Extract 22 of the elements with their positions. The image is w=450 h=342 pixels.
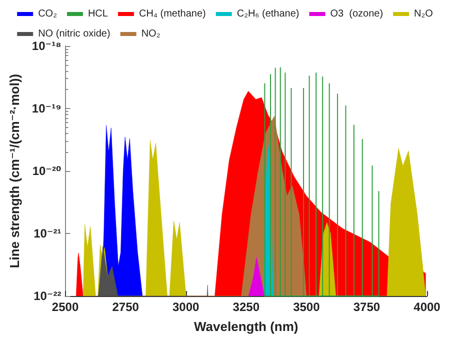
legend-label: O3 (ozone) (330, 8, 384, 20)
y-tick-label: 10⁻¹⁸ (32, 39, 62, 53)
legend-label: N₂O (414, 8, 434, 20)
legend-label: NO₂ (141, 28, 160, 40)
x-tick-label: 3250 (232, 300, 260, 314)
y-axis-title: Line strength (cm⁻¹/(cm⁻²·mol)) (7, 74, 22, 268)
legend-label: NO (nitric oxide) (38, 28, 110, 40)
x-tick-label: 2750 (112, 300, 140, 314)
legend-label: CO₂ (38, 8, 58, 20)
y-tick-label: 10⁻²¹ (34, 226, 62, 240)
y-tick-label: 10⁻¹⁹ (32, 102, 62, 116)
x-axis-title: Wavelength (nm) (194, 319, 298, 334)
x-tick-label: 3750 (353, 300, 380, 314)
y-tick-label: 10⁻²² (34, 289, 62, 303)
y-tick-label: 10⁻²⁰ (32, 164, 62, 178)
x-tick-label: 2500 (52, 300, 79, 314)
legend-label: C₂H₆ (ethane) (236, 8, 300, 20)
x-tick-label: 3000 (172, 300, 200, 314)
x-tick-label: 4000 (414, 300, 441, 314)
legend-label: HCL (88, 8, 108, 20)
legend-label: CH₄ (methane) (138, 8, 206, 20)
x-tick-label: 3500 (293, 300, 320, 314)
